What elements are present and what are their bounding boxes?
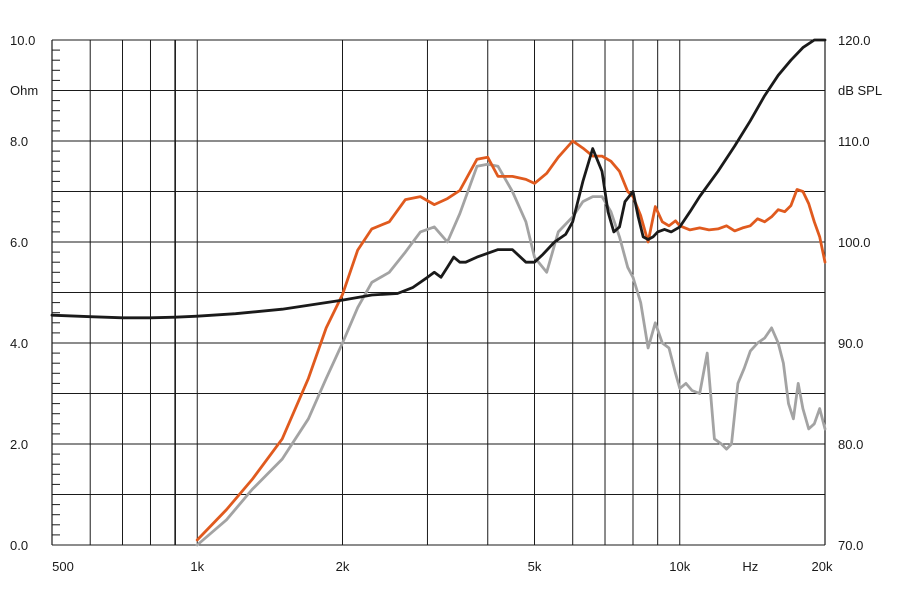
impedance-series-line [50, 38, 827, 320]
right-tick-label: 110.0 [838, 134, 870, 149]
spl_off_axis-series-line [195, 162, 827, 547]
left-tick-label: 10.0 [10, 33, 35, 48]
x-axis-unit: Hz [742, 559, 758, 574]
chart-grid [51, 39, 826, 546]
x-tick-label: 20k [812, 559, 833, 574]
right-tick-label: 90.0 [838, 336, 863, 351]
left-tick-label: 8.0 [10, 134, 28, 149]
chart-tick-labels: 0.0 2.0 4.0 6.0 8.0 10.0 Ohm 70.0 80.0 90.0 100.0 1… [10, 33, 882, 574]
right-tick-label: 100.0 [838, 235, 871, 250]
left-tick-label: 4.0 [10, 336, 28, 351]
right-axis-unit: dB SPL [838, 83, 882, 98]
left-axis-unit: Ohm [10, 83, 38, 98]
x-tick-label: 500 [52, 559, 74, 574]
x-tick-label: 5k [528, 559, 542, 574]
right-tick-label: 70.0 [838, 538, 863, 553]
left-tick-label: 0.0 [10, 538, 28, 553]
x-tick-label: 1k [190, 559, 204, 574]
spl_on_axis-series-line [195, 139, 827, 542]
x-tick-label: 10k [669, 559, 690, 574]
right-tick-label: 120.0 [838, 33, 871, 48]
left-tick-label: 2.0 [10, 437, 28, 452]
x-tick-label: 2k [336, 559, 350, 574]
left-tick-label: 6.0 [10, 235, 28, 250]
right-tick-label: 80.0 [838, 437, 863, 452]
chart-series [50, 38, 827, 547]
